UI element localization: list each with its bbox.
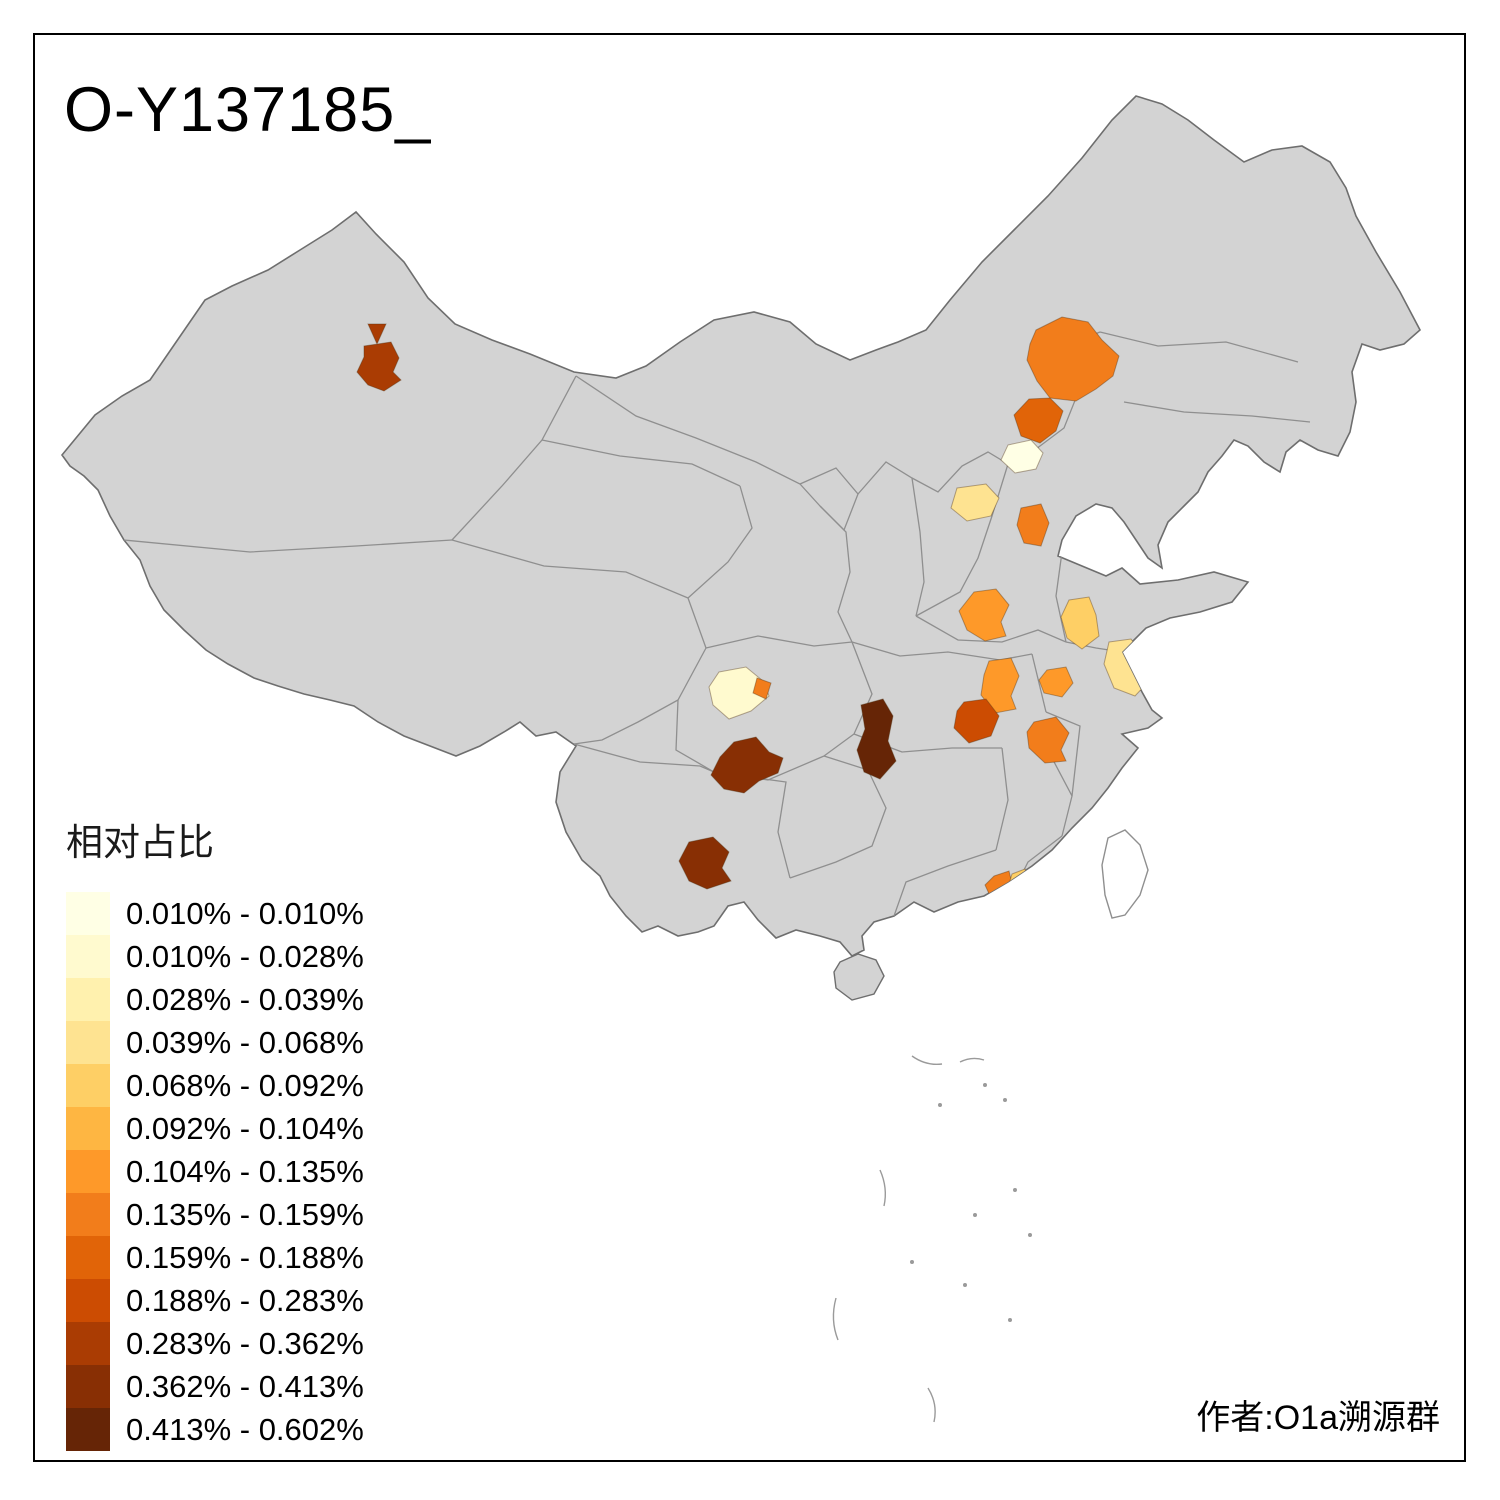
china-mainland bbox=[60, 95, 1422, 957]
legend-row: 0.283% - 0.362% bbox=[66, 1322, 364, 1365]
legend-label: 0.188% - 0.283% bbox=[126, 1282, 364, 1318]
legend-row: 0.413% - 0.602% bbox=[66, 1408, 364, 1451]
legend-row: 0.010% - 0.028% bbox=[66, 935, 364, 978]
attribution: 作者:O1a溯源群 bbox=[1196, 1399, 1440, 1437]
region-anhui-east-prefecture bbox=[1038, 666, 1074, 698]
legend-label: 0.283% - 0.362% bbox=[126, 1325, 364, 1361]
legend-label: 0.104% - 0.135% bbox=[126, 1153, 364, 1189]
taiwan-island bbox=[1101, 829, 1149, 919]
region-south-sichuan-prefecture bbox=[710, 736, 784, 794]
region-chengdu-area bbox=[708, 666, 770, 720]
south-china-sea-islands bbox=[832, 1055, 1032, 1423]
region-yunnan-prefecture bbox=[678, 836, 732, 890]
legend-label: 0.413% - 0.602% bbox=[126, 1411, 364, 1447]
legend-label: 0.362% - 0.413% bbox=[126, 1368, 364, 1404]
region-jiangxi-north-prefecture bbox=[1026, 716, 1070, 764]
region-chengdu-east-fragment bbox=[752, 677, 772, 700]
region-hubei-prefecture bbox=[953, 698, 1000, 744]
legend-swatch bbox=[66, 1279, 110, 1322]
legend: 相对占比 0.010% - 0.010% 0.010% - 0.028% 0.028… bbox=[66, 812, 364, 1451]
legend-label: 0.039% - 0.068% bbox=[126, 1024, 364, 1060]
highlight-regions bbox=[356, 316, 1150, 902]
legend-swatch bbox=[66, 1107, 110, 1150]
legend-label: 0.028% - 0.039% bbox=[126, 981, 364, 1017]
legend-row: 0.188% - 0.283% bbox=[66, 1279, 364, 1322]
region-xinjiang-prefecture bbox=[356, 323, 402, 392]
region-inner-mongolia-prefecture bbox=[1026, 316, 1120, 402]
region-anhui-north-prefecture bbox=[980, 657, 1020, 714]
legend-row: 0.068% - 0.092% bbox=[66, 1064, 364, 1107]
region-hebei-prefecture bbox=[1016, 503, 1050, 547]
legend-row: 0.135% - 0.159% bbox=[66, 1193, 364, 1236]
legend-row: 0.028% - 0.039% bbox=[66, 978, 364, 1021]
region-chongqing-prefecture bbox=[856, 698, 897, 780]
legend-row: 0.362% - 0.413% bbox=[66, 1365, 364, 1408]
legend-label: 0.068% - 0.092% bbox=[126, 1067, 364, 1103]
legend-swatch bbox=[66, 1064, 110, 1107]
legend-label: 0.092% - 0.104% bbox=[126, 1110, 364, 1146]
legend-label: 0.010% - 0.028% bbox=[126, 938, 364, 974]
region-beijing-area bbox=[1000, 439, 1044, 474]
legend-label: 0.159% - 0.188% bbox=[126, 1239, 364, 1275]
hainan-island bbox=[833, 953, 885, 1001]
legend-label: 0.135% - 0.159% bbox=[126, 1196, 364, 1232]
legend-title: 相对占比 bbox=[66, 822, 214, 863]
legend-swatch bbox=[66, 1408, 110, 1451]
legend-swatch bbox=[66, 1236, 110, 1279]
plot-border bbox=[33, 33, 1466, 1462]
legend-row: 0.039% - 0.068% bbox=[66, 1021, 364, 1064]
legend-row: 0.010% - 0.010% bbox=[66, 892, 364, 935]
legend-row: 0.092% - 0.104% bbox=[66, 1107, 364, 1150]
legend-label: 0.010% - 0.010% bbox=[126, 895, 364, 931]
legend-swatch bbox=[66, 1322, 110, 1365]
region-henan-prefecture bbox=[958, 588, 1010, 642]
legend-row: 0.104% - 0.135% bbox=[66, 1150, 364, 1193]
legend-swatch bbox=[66, 935, 110, 978]
region-jiangsu-north-prefecture bbox=[1060, 596, 1100, 650]
region-chifeng-prefecture bbox=[1013, 397, 1064, 444]
legend-swatch bbox=[66, 978, 110, 1021]
region-shanxi-prefecture bbox=[950, 483, 1000, 522]
legend-swatch bbox=[66, 892, 110, 935]
legend-swatch bbox=[66, 1150, 110, 1193]
legend-items: 0.010% - 0.010% 0.010% - 0.028% 0.028% - 0… bbox=[66, 892, 364, 1451]
legend-swatch bbox=[66, 1365, 110, 1408]
page-title: O-Y137185_ bbox=[64, 75, 432, 145]
legend-row: 0.159% - 0.188% bbox=[66, 1236, 364, 1279]
legend-swatch bbox=[66, 1193, 110, 1236]
legend-swatch bbox=[66, 1021, 110, 1064]
